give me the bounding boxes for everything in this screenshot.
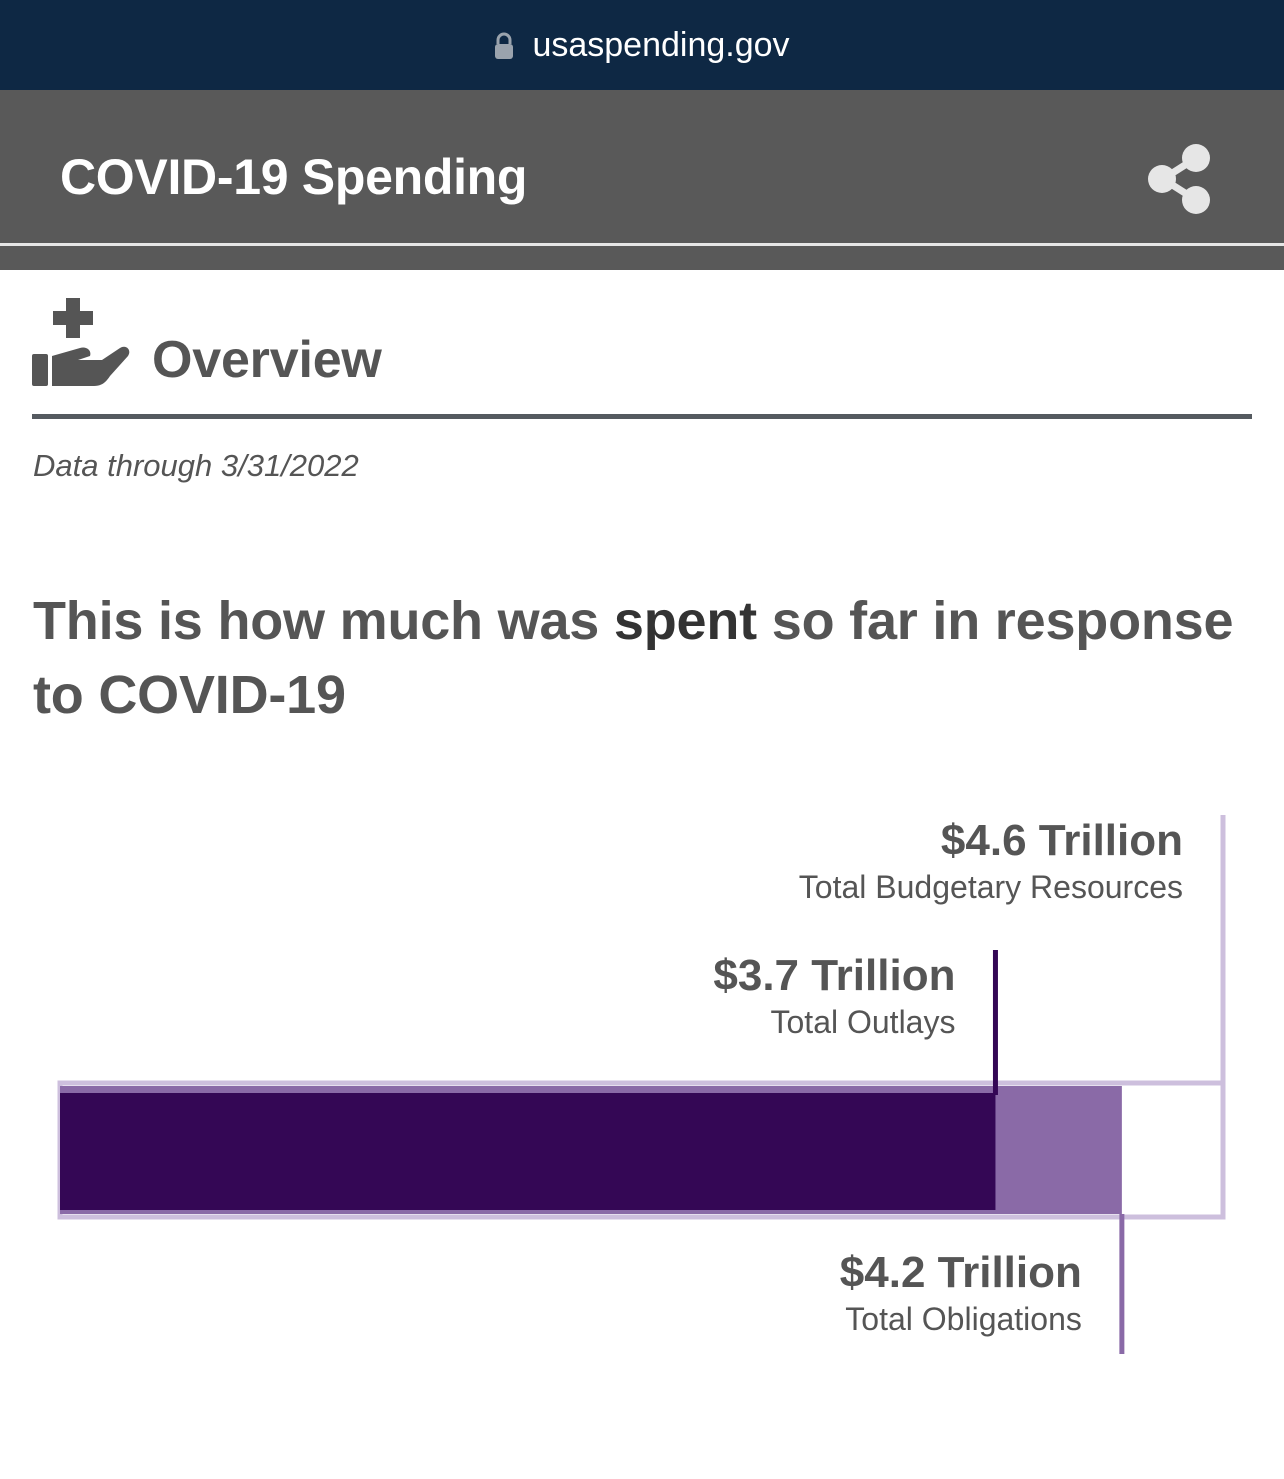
outlays-label: $3.7 Trillion Total Outlays [713,950,955,1042]
section-title: Overview [152,331,382,389]
budgetary-resources-label: $4.6 Trillion Total Budgetary Resources [799,815,1183,907]
headline-text-start: This is how much was [33,591,614,651]
header-strip [0,246,1284,270]
header-divider [0,243,1284,246]
outlays-desc: Total Outlays [770,1004,956,1040]
hand-holding-medical-icon [32,298,130,386]
spending-chart-svg [57,815,1226,1354]
obligations-label: $4.2 Trillion Total Obligations [840,1247,1082,1339]
page-title: COVID-19 Spending [60,149,528,205]
headline-text-end: so far in response to COVID-19 [33,591,1234,725]
bar-outlays [60,1093,996,1210]
headline-emphasis: spent [613,591,757,651]
obligations-desc: Total Obligations [845,1301,1082,1337]
budgetary-resources-amount: $4.6 Trillion [940,816,1183,865]
data-date-note: Data through 3/31/2022 [33,448,359,483]
url-text: usaspending.gov [532,25,790,64]
headline: This is how much was spent so far in res… [33,584,1253,732]
obligations-amount: $4.2 Trillion [839,1248,1082,1297]
page-header: COVID-19 Spending [0,90,1284,243]
outlays-amount: $3.7 Trillion [713,951,956,1000]
browser-url-bar[interactable]: usaspending.gov [0,0,1284,90]
section-divider [32,414,1252,419]
share-icon[interactable] [1146,142,1212,216]
lock-icon [495,32,514,59]
budgetary-resources-desc: Total Budgetary Resources [798,869,1183,905]
spending-chart: $4.6 Trillion Total Budgetary Resources … [0,790,1284,1410]
